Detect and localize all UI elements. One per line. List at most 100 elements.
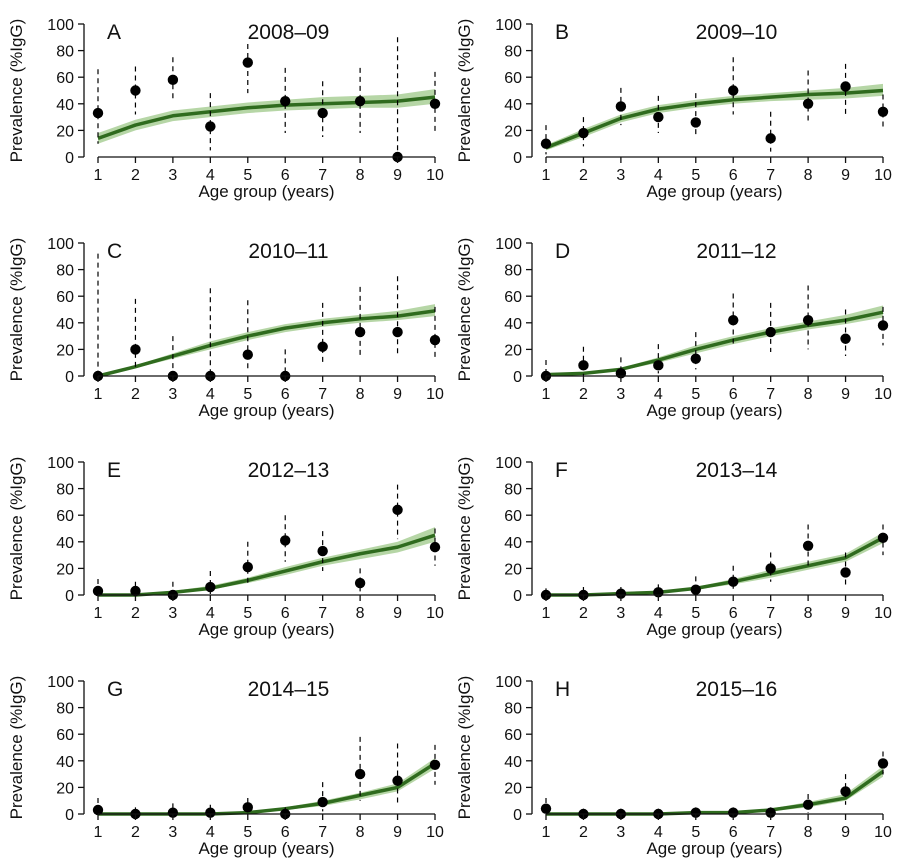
data-point [690,117,701,128]
y-tick-label: 100 [47,236,74,253]
data-point [877,106,889,117]
y-tick-label: 20 [56,342,74,359]
data-point [392,775,403,786]
x-tick-label: 5 [691,386,700,403]
x-tick-label: 6 [281,605,290,622]
x-tick-label: 4 [654,386,663,403]
x-tick-label: 9 [393,605,402,622]
y-tick-label: 40 [56,535,74,552]
data-point [317,107,328,119]
x-tick-label: 5 [691,605,700,622]
panel-title: 2008–09 [248,21,330,44]
data-point [92,107,104,119]
panel-title: 2009–10 [696,21,778,44]
x-tick-label: 8 [356,605,365,622]
data-point [167,74,179,86]
y-tick-label: 0 [65,588,74,605]
y-axis-label: Prevalence (%IgG) [7,457,26,601]
model-band [98,758,435,814]
data-point [802,314,814,326]
y-tick-label: 20 [504,561,522,578]
y-tick-label: 60 [504,508,522,525]
x-tick-label: 1 [542,824,551,841]
data-point [392,326,403,338]
y-axis-label: Prevalence (%IgG) [7,676,26,820]
data-point [205,807,216,818]
data-point [877,758,889,769]
data-point [429,541,441,553]
x-tick-label: 3 [616,824,625,841]
x-tick-label: 1 [94,386,103,403]
x-tick-label: 10 [426,605,444,622]
y-tick-label: 100 [47,17,74,34]
data-point [840,786,851,797]
x-tick-label: 3 [616,386,625,403]
y-tick-label: 40 [56,97,74,114]
y-tick-label: 80 [56,701,74,718]
model-band [98,89,435,144]
y-tick-label: 80 [504,263,522,280]
data-point [280,95,291,107]
x-tick-label: 4 [206,824,215,841]
x-tick-label: 8 [804,824,813,841]
panel-letter: A [107,21,121,44]
x-tick-label: 8 [804,386,813,403]
data-point [205,581,216,593]
data-point [840,333,851,344]
y-axis-label: Prevalence (%IgG) [455,676,474,820]
x-tick-label: 1 [94,824,103,841]
x-axis-label: Age group (years) [646,182,782,201]
x-tick-label: 3 [168,167,177,184]
model-line [546,770,885,816]
panel-title: 2015–16 [696,678,778,701]
x-tick-label: 1 [94,605,103,622]
data-point [540,803,552,814]
x-tick-label: 9 [841,605,850,622]
x-tick-label: 3 [616,167,625,184]
data-point [130,344,141,355]
data-point [615,588,627,599]
x-axis-label: Age group (years) [198,839,334,858]
y-tick-label: 100 [47,455,74,472]
data-point [392,504,403,516]
data-point [728,807,739,818]
y-tick-label: 40 [504,97,522,114]
data-point [877,320,889,331]
x-tick-label: 6 [729,605,738,622]
x-tick-label: 4 [206,386,215,403]
y-tick-label: 0 [65,150,74,167]
x-tick-label: 5 [691,824,700,841]
x-tick-label: 5 [243,605,252,622]
y-tick-label: 80 [504,701,522,718]
x-tick-label: 2 [579,605,588,622]
panel-title: 2012–13 [248,459,330,482]
x-tick-label: 9 [393,386,402,403]
x-tick-label: 9 [841,386,850,403]
x-tick-label: 2 [131,824,140,841]
x-tick-label: 10 [426,167,444,184]
x-tick-label: 3 [168,824,177,841]
panel-title: 2014–15 [248,678,330,701]
panel-letter: D [555,240,570,263]
x-tick-label: 3 [168,386,177,403]
data-point [653,360,664,371]
x-tick-label: 8 [804,605,813,622]
x-tick-label: 5 [691,167,700,184]
data-point [317,545,328,557]
y-tick-label: 20 [504,342,522,359]
y-tick-label: 60 [504,727,522,744]
data-point [877,532,889,544]
y-tick-label: 20 [56,123,74,140]
y-tick-label: 60 [56,508,74,525]
x-tick-label: 9 [393,167,402,184]
y-tick-label: 80 [56,482,74,499]
data-point [280,535,291,546]
panel-letter: E [107,459,121,482]
y-tick-label: 40 [56,754,74,771]
x-tick-label: 4 [206,167,215,184]
data-point [317,796,328,808]
model-band [546,305,883,376]
x-tick-label: 6 [729,824,738,841]
x-tick-label: 6 [281,824,290,841]
